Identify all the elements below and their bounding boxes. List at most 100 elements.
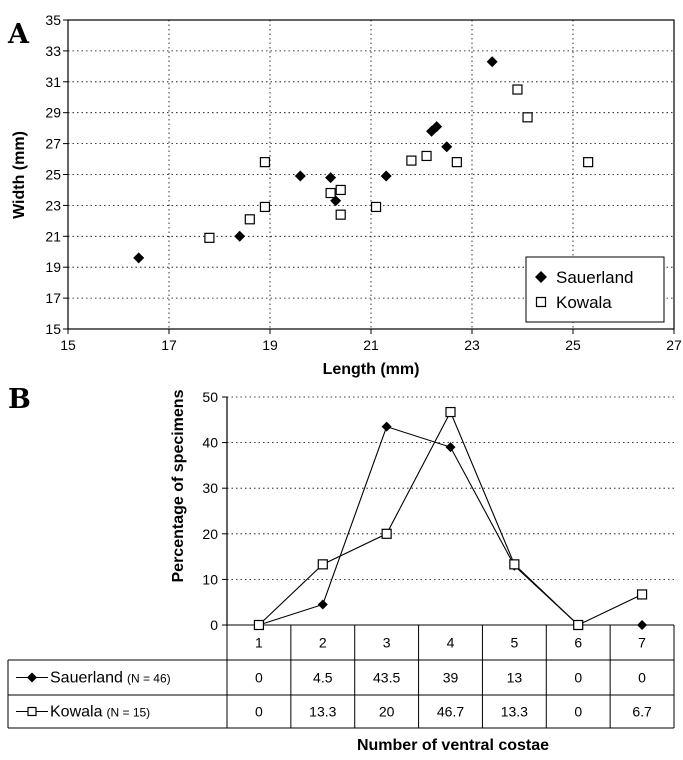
panel-b-x-axis-title: Number of ventral costae xyxy=(357,737,549,754)
panel-a-x-tick-label: 19 xyxy=(262,337,278,353)
table-cell-kowala: 46.7 xyxy=(437,704,464,720)
point-kowala xyxy=(204,232,215,243)
panel-a-x-tick-label: 23 xyxy=(464,337,480,353)
point-kowala xyxy=(370,201,382,213)
point-sauerland xyxy=(486,56,498,68)
table-cell-kowala: 0 xyxy=(574,704,582,720)
table-cell-sauerland: 0 xyxy=(638,670,646,686)
point-kowala xyxy=(636,589,648,600)
panel-a-letter: A xyxy=(7,19,30,50)
panel-b-y-tick-label: 10 xyxy=(202,571,218,587)
panel-a-x-tick-label: 21 xyxy=(363,337,379,353)
point-kowala xyxy=(583,157,594,168)
panel-a-legend: Sauerland Kowala xyxy=(525,256,665,323)
table-cell-sauerland: 13 xyxy=(507,670,523,686)
panel-a-y-tick-label: 35 xyxy=(45,12,61,28)
point-kowala xyxy=(573,619,584,631)
panel-a-legend-box xyxy=(525,256,665,323)
category-label: 7 xyxy=(638,635,646,651)
legend-sauerland-label: Sauerland xyxy=(556,268,634,287)
point-sauerland xyxy=(234,230,246,242)
table-cell-sauerland: 4.5 xyxy=(313,670,333,686)
series-n-label: (N = 46) xyxy=(127,672,171,686)
table-series-label-sauerland: Sauerland (N = 46) xyxy=(50,670,171,687)
point-kowala xyxy=(335,184,346,196)
point-kowala xyxy=(421,150,432,162)
table-key-marker-sauerland xyxy=(27,672,37,683)
point-sauerland xyxy=(294,170,306,182)
panel-a-x-tick-label: 17 xyxy=(161,337,177,353)
point-sauerland xyxy=(317,599,328,610)
point-kowala xyxy=(445,406,456,418)
table-cell-kowala: 13.3 xyxy=(309,704,336,720)
series-name: Kowala xyxy=(50,704,103,721)
panel-b-y-tick-label: 20 xyxy=(202,526,218,542)
panel-b-y-tick-label: 50 xyxy=(202,389,218,405)
panel-b-y-tick-label: 40 xyxy=(202,435,218,451)
panel-a-y-tick-label: 17 xyxy=(45,290,61,306)
table-cell-kowala: 13.3 xyxy=(501,704,528,720)
point-kowala xyxy=(259,157,271,168)
panel-a-x-tick-label: 27 xyxy=(666,337,682,353)
legend-sauerland-marker xyxy=(535,271,547,283)
point-kowala xyxy=(512,84,523,95)
panel-b-grid xyxy=(227,396,674,580)
panel-b-y-tick-label: 30 xyxy=(202,480,218,496)
table-cell-kowala: 0 xyxy=(255,704,263,720)
table-cell-sauerland: 0 xyxy=(574,670,582,686)
panel-a-y-tick-label: 21 xyxy=(45,228,61,244)
point-kowala xyxy=(509,559,520,570)
point-kowala xyxy=(522,112,533,123)
point-sauerland xyxy=(441,141,453,153)
point-kowala xyxy=(259,201,271,213)
panel-a-x-axis-title: Length (mm) xyxy=(323,361,420,378)
legend-kowala-label: Kowala xyxy=(556,293,612,312)
panel-a-marks xyxy=(133,56,594,264)
table-series-label-kowala: Kowala (N = 15) xyxy=(50,704,150,721)
category-label: 2 xyxy=(319,635,327,651)
point-sauerland xyxy=(637,620,648,630)
panel-a-y-tick-label: 15 xyxy=(45,321,61,337)
category-label: 3 xyxy=(383,635,391,651)
point-kowala xyxy=(244,214,255,225)
point-sauerland xyxy=(133,252,145,264)
panel-a-x-tick-label: 15 xyxy=(60,337,76,353)
panel-a-y-tick-label: 31 xyxy=(45,74,61,90)
point-sauerland xyxy=(431,121,443,133)
panel-a-y-tick-label: 33 xyxy=(45,43,61,59)
panel-b-letter: B xyxy=(8,384,31,415)
panel-b-marks xyxy=(253,406,648,631)
point-kowala xyxy=(325,187,336,199)
point-kowala xyxy=(381,528,392,539)
table-key-marker-kowala xyxy=(27,706,37,717)
point-sauerland xyxy=(325,172,337,184)
legend-kowala-marker xyxy=(535,296,547,308)
panel-b-y-axis-title: Percentage of specimens xyxy=(170,389,187,582)
series-name: Sauerland xyxy=(50,670,123,687)
panel-a-ticks: 15 17 19 21 23 25 27 15 17 19 21 23 25 27 29 31 33 35 xyxy=(45,12,682,353)
point-kowala xyxy=(406,155,417,166)
point-kowala xyxy=(451,157,462,168)
category-label: 1 xyxy=(255,635,263,651)
panel-a-y-tick-label: 29 xyxy=(45,105,61,121)
point-sauerland xyxy=(445,442,456,453)
point-kowala xyxy=(253,619,265,631)
table-cell-sauerland: 39 xyxy=(443,670,459,686)
panel-a-y-tick-label: 27 xyxy=(45,136,61,152)
panel-a-y-axis-title: Width (mm) xyxy=(11,131,28,219)
panel-b-data-table: 1 2 3 4 5 6 7 Sauerland (N = 46) 0 4.5 43.5 39 13 0 0 Ko… xyxy=(7,624,675,729)
category-label: 6 xyxy=(574,635,582,651)
panel-b-y-tick-label: 0 xyxy=(210,617,218,633)
category-label: 4 xyxy=(447,635,455,651)
point-sauerland xyxy=(380,170,392,182)
panel-a-y-tick-label: 23 xyxy=(45,197,61,213)
category-label: 5 xyxy=(510,635,518,651)
panel-a-x-tick-label: 25 xyxy=(565,337,581,353)
series-n-label: (N = 15) xyxy=(106,706,150,720)
point-kowala xyxy=(335,209,346,220)
table-cell-kowala: 6.7 xyxy=(632,704,652,720)
point-kowala xyxy=(317,559,328,570)
panel-a-y-tick-label: 19 xyxy=(45,259,61,275)
series-line-sauerland xyxy=(258,425,643,626)
